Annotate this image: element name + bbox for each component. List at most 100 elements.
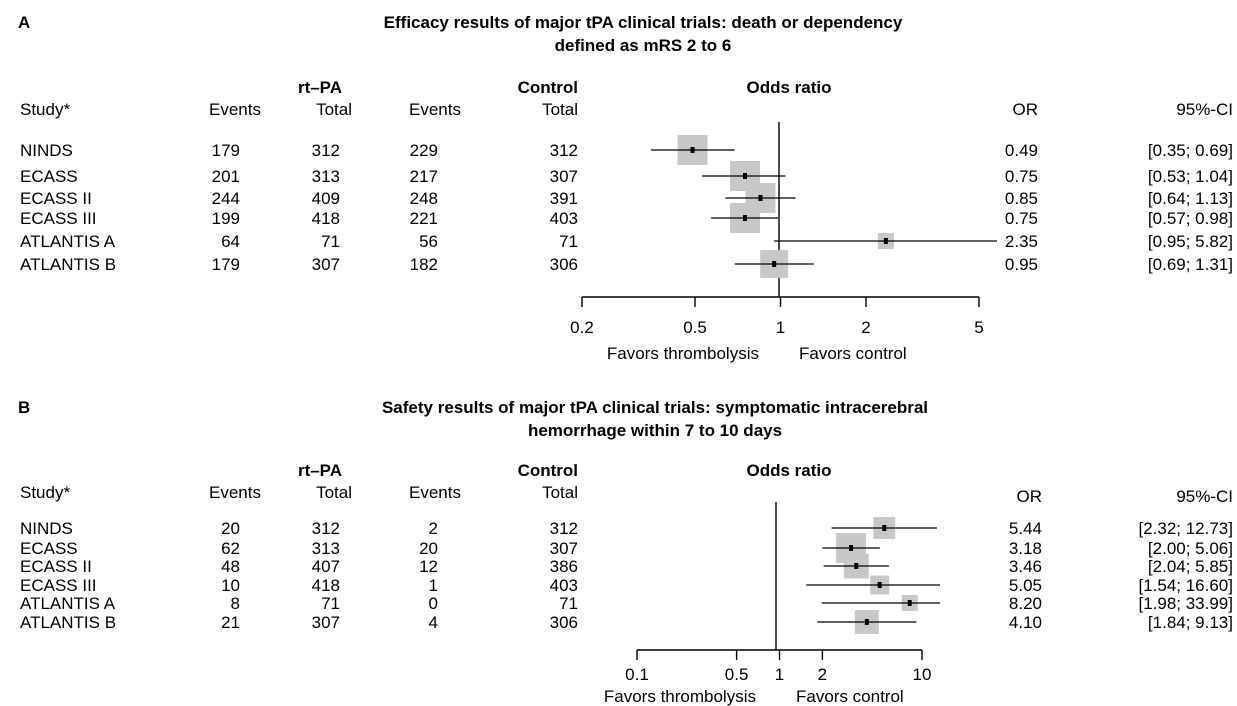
total-tpa: 71 xyxy=(321,594,340,613)
column-header-events-tpa: Events xyxy=(209,483,261,502)
study-name: ECASS xyxy=(20,539,78,558)
group-header-plot: Odds ratio xyxy=(746,78,831,97)
study-name: ECASS xyxy=(20,167,78,186)
chart-title-line-2: hemorrhage within 7 to 10 days xyxy=(528,421,782,440)
events-control: 2 xyxy=(429,519,438,538)
point-estimate xyxy=(877,582,882,588)
chart-title-line-2: defined as mRS 2 to 6 xyxy=(555,36,732,55)
ci-value: [0.64; 1.13] xyxy=(1148,189,1233,208)
ci-value: [0.69; 1.31] xyxy=(1148,255,1233,274)
total-tpa: 312 xyxy=(312,141,340,160)
chart-title-line-1: Efficacy results of major tPA clinical t… xyxy=(384,13,903,32)
ci-value: [2.00; 5.06] xyxy=(1148,539,1233,558)
events-tpa: 199 xyxy=(212,209,240,228)
or-value: 0.49 xyxy=(1005,141,1038,160)
ci-value: [0.53; 1.04] xyxy=(1148,167,1233,186)
events-tpa: 64 xyxy=(221,232,240,251)
events-tpa: 20 xyxy=(221,519,240,538)
study-name: ATLANTIS A xyxy=(20,594,116,613)
column-header-total-tpa: Total xyxy=(316,483,352,502)
total-control: 71 xyxy=(559,232,578,251)
or-value: 4.10 xyxy=(1009,613,1042,632)
column-header-total-control: Total xyxy=(542,483,578,502)
or-value: 5.05 xyxy=(1009,576,1042,595)
total-tpa: 418 xyxy=(312,576,340,595)
total-control: 391 xyxy=(550,189,578,208)
events-control: 0 xyxy=(429,594,438,613)
or-value: 0.85 xyxy=(1005,189,1038,208)
point-estimate xyxy=(772,261,777,267)
study-name: ECASS II xyxy=(20,557,92,576)
point-estimate xyxy=(743,173,748,179)
x-label-favors-right: Favors control xyxy=(799,344,907,363)
x-tick-label: 2 xyxy=(861,318,870,337)
column-header-study: Study* xyxy=(20,100,70,119)
total-control: 307 xyxy=(550,539,578,558)
study-name: ECASS III xyxy=(20,209,97,228)
total-control: 307 xyxy=(550,167,578,186)
study-name: ATLANTIS A xyxy=(20,232,116,251)
events-control: 12 xyxy=(419,557,438,576)
x-tick-label: 0.5 xyxy=(683,318,707,337)
panel-label: A xyxy=(18,13,30,32)
events-control: 1 xyxy=(429,576,438,595)
x-label-favors-left: Favors thrombolysis xyxy=(607,344,759,363)
total-tpa: 313 xyxy=(312,167,340,186)
events-control: 248 xyxy=(410,189,438,208)
events-tpa: 244 xyxy=(212,189,240,208)
point-estimate xyxy=(864,619,869,625)
total-tpa: 307 xyxy=(312,613,340,632)
point-estimate xyxy=(743,215,748,221)
events-tpa: 62 xyxy=(221,539,240,558)
events-tpa: 10 xyxy=(221,576,240,595)
column-header-study: Study* xyxy=(20,483,70,502)
events-control: 221 xyxy=(410,209,438,228)
total-tpa: 71 xyxy=(321,232,340,251)
point-estimate xyxy=(882,525,887,531)
point-estimate xyxy=(758,195,763,201)
total-control: 403 xyxy=(550,576,578,595)
events-control: 217 xyxy=(410,167,438,186)
group-header-treatment: rt–PA xyxy=(298,461,342,480)
or-value: 8.20 xyxy=(1009,594,1042,613)
x-tick-label: 1 xyxy=(776,318,785,337)
events-tpa: 179 xyxy=(212,255,240,274)
x-tick-label: 2 xyxy=(818,665,827,684)
total-control: 312 xyxy=(550,519,578,538)
x-tick-label: 5 xyxy=(974,318,983,337)
column-header-events-control: Events xyxy=(409,100,461,119)
total-tpa: 409 xyxy=(312,189,340,208)
x-tick-label: 0.1 xyxy=(625,665,649,684)
point-estimate xyxy=(907,600,912,606)
events-control: 20 xyxy=(419,539,438,558)
group-header-plot: Odds ratio xyxy=(746,461,831,480)
column-header-ci: 95%-CI xyxy=(1176,100,1233,119)
ci-value: [0.57; 0.98] xyxy=(1148,209,1233,228)
total-tpa: 307 xyxy=(312,255,340,274)
events-control: 182 xyxy=(410,255,438,274)
study-name: NINDS xyxy=(20,519,73,538)
study-name: ATLANTIS B xyxy=(20,613,116,632)
total-control: 71 xyxy=(559,594,578,613)
ci-value: [1.54; 16.60] xyxy=(1138,576,1233,595)
total-control: 386 xyxy=(550,557,578,576)
ci-value: [2.32; 12.73] xyxy=(1138,519,1233,538)
events-tpa: 201 xyxy=(212,167,240,186)
total-tpa: 313 xyxy=(312,539,340,558)
events-tpa: 48 xyxy=(221,557,240,576)
study-name: NINDS xyxy=(20,141,73,160)
column-header-or: OR xyxy=(1013,100,1039,119)
point-estimate xyxy=(690,147,695,153)
column-header-ci: 95%-CI xyxy=(1176,487,1233,506)
events-tpa: 8 xyxy=(231,594,240,613)
column-header-total-tpa: Total xyxy=(316,100,352,119)
group-header-treatment: rt–PA xyxy=(298,78,342,97)
total-control: 306 xyxy=(550,613,578,632)
column-header-or: OR xyxy=(1017,487,1043,506)
x-label-favors-right: Favors control xyxy=(796,687,904,706)
events-control: 229 xyxy=(410,141,438,160)
total-tpa: 407 xyxy=(312,557,340,576)
total-control: 306 xyxy=(550,255,578,274)
study-name: ECASS III xyxy=(20,576,97,595)
